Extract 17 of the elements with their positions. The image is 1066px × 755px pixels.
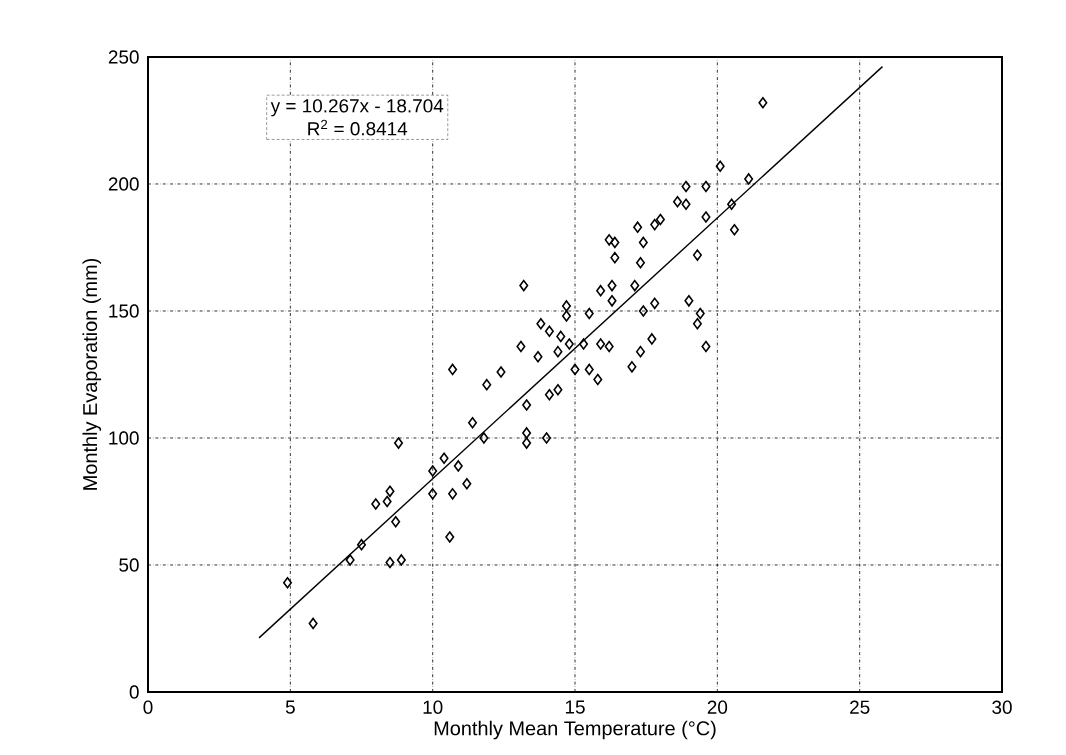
x-tick-label: 30 xyxy=(992,700,1012,714)
x-tick-label: 20 xyxy=(707,700,728,714)
y-tick-label: 250 xyxy=(108,50,139,64)
y-axis-title: Monthly Evaporation (mm) xyxy=(82,258,102,490)
annotation: y = 10.267x - 18.704 xyxy=(270,99,444,117)
x-tick-label: 5 xyxy=(285,700,295,714)
y-tick-label: 100 xyxy=(109,431,139,445)
y-tick-label: 50 xyxy=(119,558,139,572)
y-tick-label: 200 xyxy=(108,177,139,191)
y-tick-label: 150 xyxy=(109,304,139,318)
annotation: R$^{2}$ = 0.8414 xyxy=(308,119,408,136)
x-axis-title: Monthly Mean Temperature (°C) xyxy=(434,720,716,740)
y-tick-label: 0 xyxy=(129,685,139,699)
x-tick-label: 0 xyxy=(143,700,153,714)
x-tick-label: 15 xyxy=(565,700,585,714)
x-tick-label: 25 xyxy=(850,700,870,714)
x-tick-label: 10 xyxy=(423,700,443,714)
